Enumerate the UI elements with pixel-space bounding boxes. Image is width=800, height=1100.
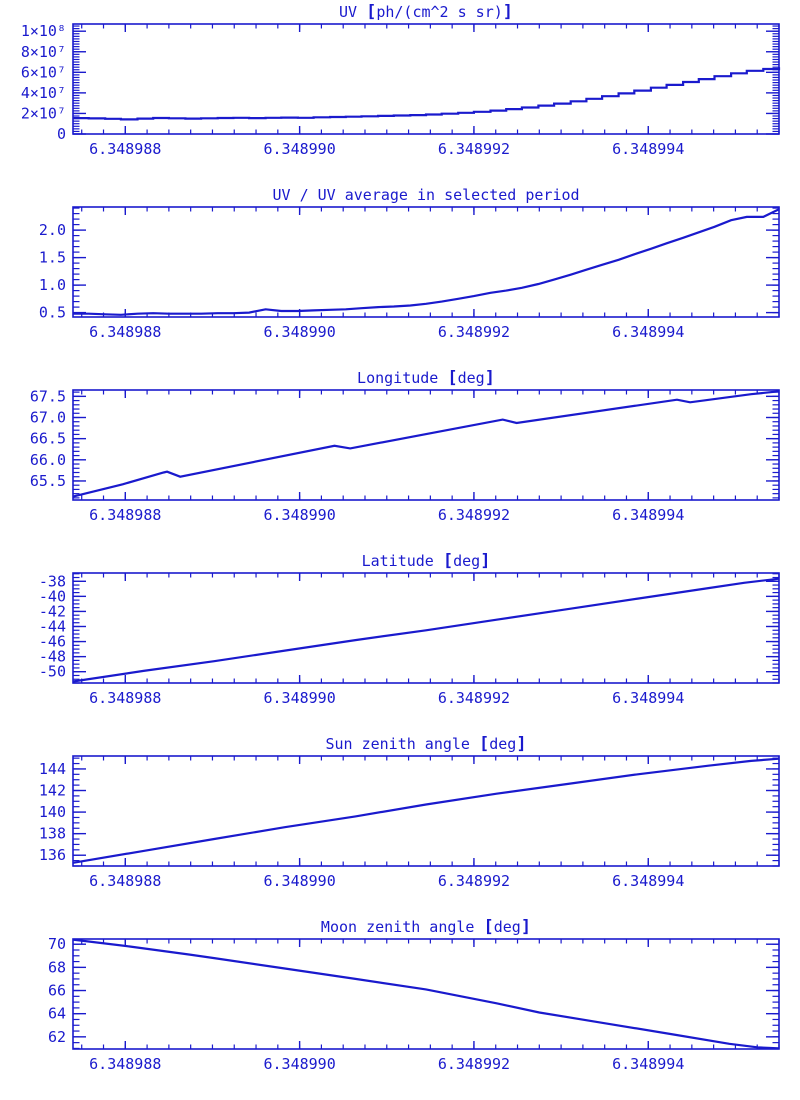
chart-panel-sun-zenith: Sun zenith angle [deg] 6.348988 6.348990 6… [0,732,800,915]
x-tick-label: 6.348994 [612,689,684,707]
y-tick-label: 142 [39,782,66,800]
chart-title-uv: UV [ph/(cm^2 s sr)] [339,2,513,22]
chart-plot-area-uv-ratio: 6.348988 6.348990 6.348992 6.348994 0.5 1.0 1.… [39,206,780,341]
series-line [72,938,780,1050]
chart-canvas-uv: UV [ph/(cm^2 s sr)] 6.348988 6.348990 6.34… [21,2,781,158]
axes: 6.348988 6.348990 6.348992 6.348994 0.5 1.0 1.… [39,206,780,341]
y-tick-label: 0.5 [39,304,66,322]
series-line [73,208,780,316]
y-tick-label: 144 [39,760,66,778]
x-tick-label: 6.348994 [612,872,684,890]
chart-plot-area-sun-zenith: 6.348988 6.348990 6.348992 6.348994 136 138 14… [39,755,780,890]
x-tick-label: 6.348992 [438,506,510,524]
chart-panel-moon-zenith: Moon zenith angle [deg] 6.348988 6.348990… [0,915,800,1098]
axes: 6.348988 6.348990 6.348992 6.348994 136 138 14… [39,755,780,890]
x-tick-label: 6.348992 [438,323,510,341]
x-tick-label: 6.348992 [438,872,510,890]
x-tick-label: 6.348994 [612,506,684,524]
y-tick-label: 70 [48,935,66,953]
chart-title-uv-ratio: UV / UV average in selected period [272,186,579,204]
x-tick-label: 6.348994 [612,140,684,158]
chart-plot-area-longitude: 6.348988 6.348990 6.348992 6.348994 65.5 66.0… [30,387,780,524]
y-tick-label: -48 [39,648,66,666]
chart-title-longitude: Longitude [deg] [357,368,495,388]
y-tick-label: 1×10⁸ [21,22,66,40]
x-tick-label: 6.348990 [263,872,335,890]
chart-plot-area-latitude: 6.348988 6.348990 6.348992 6.348994-50-48-4… [39,572,780,707]
y-tick-label: 140 [39,803,66,821]
x-tick-label: 6.348990 [263,323,335,341]
x-tick-label: 6.348988 [89,140,161,158]
y-tick-label: -40 [39,587,66,605]
y-tick-label: 68 [48,958,66,976]
chart-canvas-uv-ratio: UV / UV average in selected period 6.348… [39,186,780,341]
y-tick-label: 8×10⁷ [21,43,66,61]
y-tick-label: 4×10⁷ [21,84,66,102]
chart-canvas-latitude: Latitude [deg] 6.348988 6.348990 6.348992 6… [39,551,780,707]
y-tick-label: 67.5 [30,387,66,405]
chart-plot-area-uv: 6.348988 6.348990 6.348992 6.348994 0 2×10⁷ 4×… [21,22,781,158]
x-tick-label: 6.348994 [612,323,684,341]
chart-panel-longitude: Longitude [deg] 6.348988 6.348990 6.348992… [0,366,800,549]
chart-title-sun-zenith: Sun zenith angle [deg] [325,734,526,754]
x-tick-label: 6.348994 [612,1055,684,1073]
y-tick-label: 1.5 [39,249,66,267]
chart-title-moon-zenith: Moon zenith angle [deg] [321,917,531,937]
x-tick-label: 6.348990 [263,689,335,707]
chart-plot-area-moon-zenith: 6.348988 6.348990 6.348992 6.348994 62 64 66 68… [48,935,780,1073]
y-tick-label: 2×10⁷ [21,104,66,122]
chart-canvas-moon-zenith: Moon zenith angle [deg] 6.348988 6.348990… [48,917,780,1073]
x-tick-label: 6.348992 [438,1055,510,1073]
y-tick-label: -42 [39,602,66,620]
x-tick-label: 6.348988 [89,506,161,524]
y-tick-label: 1.0 [39,276,66,294]
y-tick-label: -44 [39,617,66,635]
x-tick-label: 6.348992 [438,689,510,707]
y-tick-label: 66.5 [30,430,66,448]
x-tick-label: 6.348988 [89,872,161,890]
series-line [73,67,781,121]
axes: 6.348988 6.348990 6.348992 6.348994 0 2×10⁷ 4×… [21,22,780,158]
x-tick-label: 6.348992 [438,140,510,158]
y-tick-label: 66 [48,982,66,1000]
chart-canvas-longitude: Longitude [deg] 6.348988 6.348990 6.348992… [30,368,780,524]
y-tick-label: 66.0 [30,451,66,469]
y-tick-label: 62 [48,1028,66,1046]
y-tick-label: 6×10⁷ [21,63,66,81]
x-tick-label: 6.348988 [89,689,161,707]
y-tick-label: 136 [39,846,66,864]
y-tick-label: 138 [39,825,66,843]
y-tick-label: -50 [39,663,66,681]
chart-panel-uv: UV [ph/(cm^2 s sr)] 6.348988 6.348990 6.34… [0,0,800,183]
y-tick-label: 0 [57,125,66,143]
series-line [72,577,780,683]
y-tick-label: 67.0 [30,409,66,427]
y-tick-label: 2.0 [39,221,66,239]
y-tick-label: 65.5 [30,472,66,490]
x-tick-label: 6.348990 [263,1055,335,1073]
series-line [72,757,780,864]
axes: 6.348988 6.348990 6.348992 6.348994-50-48-4… [39,572,780,707]
chart-panel-uv-ratio: UV / UV average in selected period 6.348… [0,183,800,366]
axes: 6.348988 6.348990 6.348992 6.348994 65.5 66.0… [30,387,780,524]
x-tick-label: 6.348990 [263,506,335,524]
x-tick-label: 6.348988 [89,1055,161,1073]
chart-canvas-sun-zenith: Sun zenith angle [deg] 6.348988 6.348990 6… [39,734,780,890]
chart-title-latitude: Latitude [deg] [362,551,491,571]
chart-panel-latitude: Latitude [deg] 6.348988 6.348990 6.348992 6… [0,549,800,732]
x-tick-label: 6.348990 [263,140,335,158]
series-line [72,390,780,498]
y-tick-label: 64 [48,1005,66,1023]
x-tick-label: 6.348988 [89,323,161,341]
y-tick-label: -46 [39,633,66,651]
y-tick-label: -38 [39,572,66,590]
axes: 6.348988 6.348990 6.348992 6.348994 62 64 66 68… [48,935,780,1073]
